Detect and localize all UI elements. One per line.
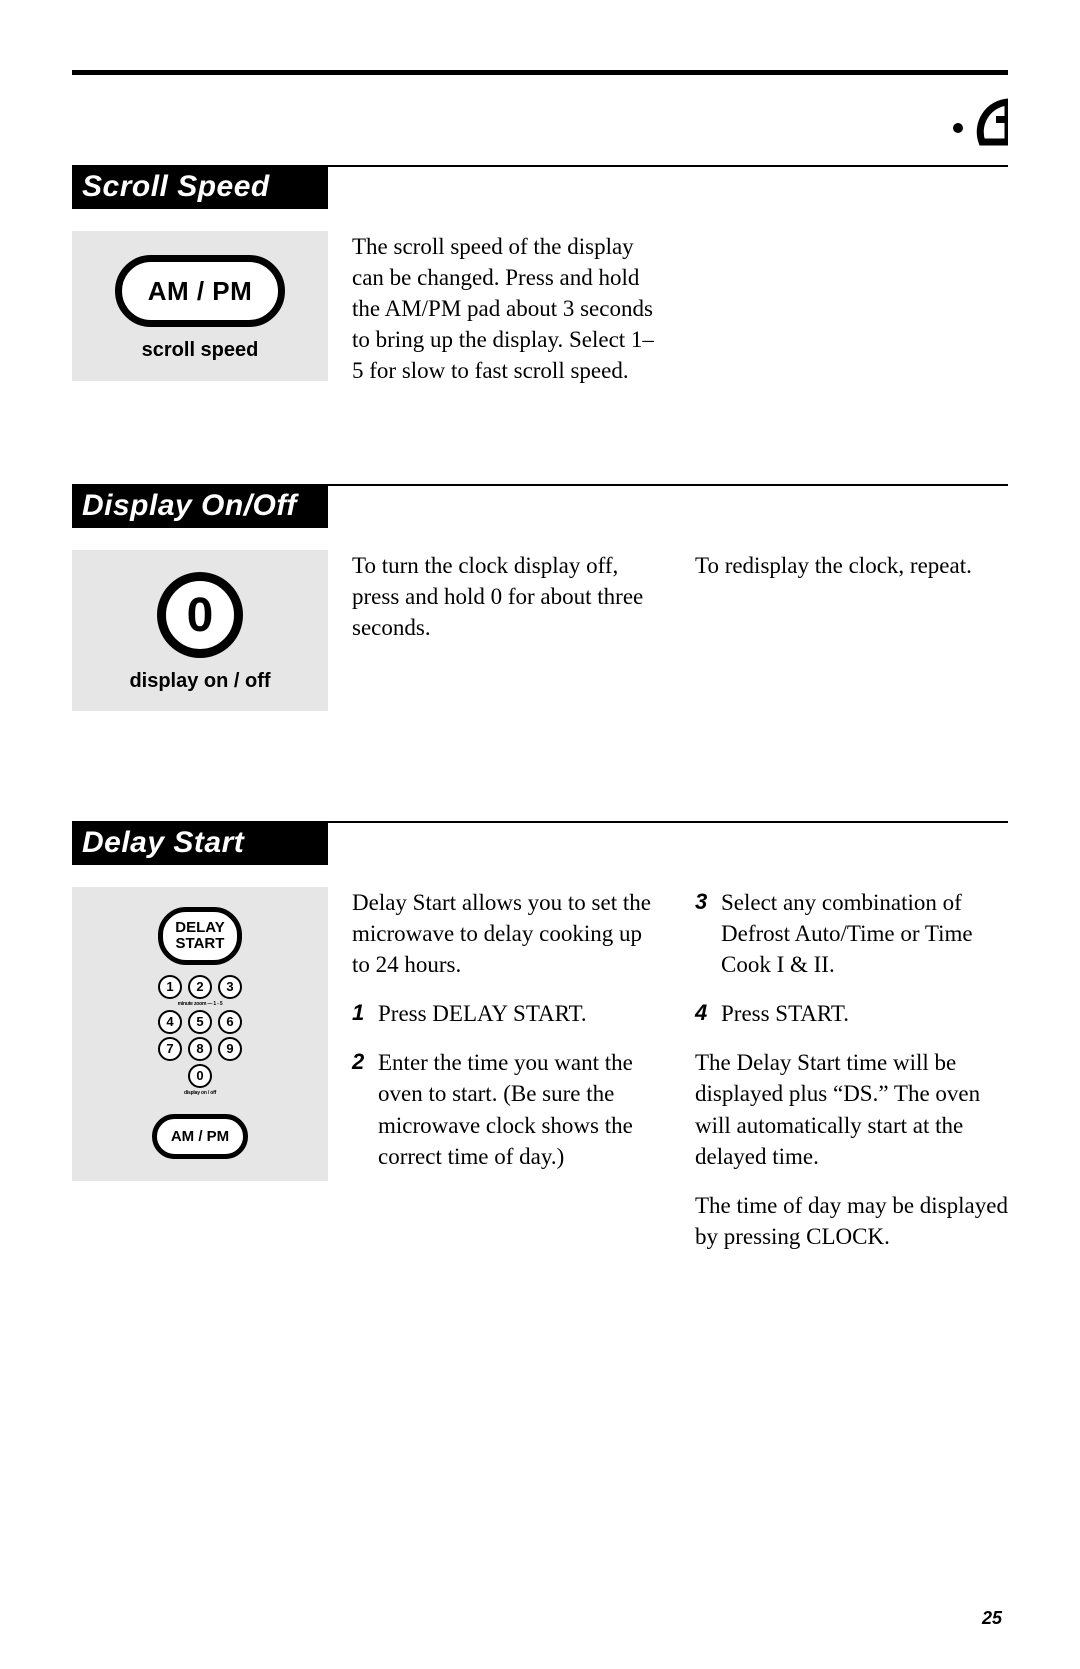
- section-rule: [328, 165, 1008, 209]
- body-text: To redisplay the clock, repeat.: [695, 550, 1008, 581]
- delay-label-2: START: [176, 935, 225, 952]
- key-8: 8: [188, 1037, 212, 1061]
- text-columns: The scroll speed of the display can be c…: [352, 231, 1008, 404]
- section-body: 0 display on / off To turn the clock dis…: [72, 550, 1008, 711]
- key-7: 7: [158, 1037, 182, 1061]
- key-1: 1: [158, 975, 182, 999]
- key-0: 0: [188, 1064, 212, 1088]
- section-scroll-speed: Scroll Speed AM / PM scroll speed The sc…: [72, 165, 1008, 404]
- section-head: Display On/Off: [72, 484, 1008, 528]
- step-number: 3: [695, 887, 713, 980]
- text-columns: Delay Start allows you to set the microw…: [352, 887, 1008, 1269]
- section-body: AM / PM scroll speed The scroll speed of…: [72, 231, 1008, 404]
- illus-caption: display on / off: [129, 670, 270, 693]
- keypad-row-4: 0: [188, 1064, 212, 1088]
- section-rule: [328, 484, 1008, 528]
- step-text: Enter the time you want the oven to star…: [378, 1047, 665, 1171]
- corner-appliance-icon: [948, 90, 1008, 150]
- step-4: 4 Press START.: [695, 998, 1008, 1029]
- section-delay-start: Delay Start DELAY START 1 2 3 minute zoo…: [72, 821, 1008, 1269]
- section-title: Scroll Speed: [72, 165, 328, 209]
- ampm-small-button: AM / PM: [152, 1114, 248, 1159]
- section-rule: [328, 821, 1008, 865]
- step-1: 1 Press DELAY START.: [352, 998, 665, 1029]
- step-number: 2: [352, 1047, 370, 1171]
- step-text: Select any combination of Defrost Auto/T…: [721, 887, 1008, 980]
- section-head: Scroll Speed: [72, 165, 1008, 209]
- key-2: 2: [188, 975, 212, 999]
- intro-text: Delay Start allows you to set the microw…: [352, 887, 665, 980]
- delay-label-1: DELAY: [175, 919, 224, 936]
- section-title: Display On/Off: [72, 484, 328, 528]
- illus-delay-start: DELAY START 1 2 3 minute zoom — 1 - 5 4 …: [72, 887, 328, 1181]
- keypad-row-2: 4 5 6: [158, 1010, 242, 1034]
- top-rule: [72, 70, 1008, 75]
- step-number: 4: [695, 998, 713, 1029]
- col-2: 3 Select any combination of Defrost Auto…: [695, 887, 1008, 1269]
- step-2: 2 Enter the time you want the oven to st…: [352, 1047, 665, 1171]
- col-2: To redisplay the clock, repeat.: [695, 550, 1008, 661]
- key-4: 4: [158, 1010, 182, 1034]
- ampm-button: AM / PM: [115, 255, 286, 327]
- step-number: 1: [352, 998, 370, 1029]
- page-content: Scroll Speed AM / PM scroll speed The sc…: [72, 70, 1008, 1270]
- tail-text-1: The Delay Start time will be displayed p…: [695, 1047, 1008, 1171]
- step-text: Press DELAY START.: [378, 998, 665, 1029]
- section-title: Delay Start: [72, 821, 328, 865]
- page-number: 25: [982, 1608, 1002, 1629]
- delay-start-button: DELAY START: [158, 907, 241, 965]
- section-body: DELAY START 1 2 3 minute zoom — 1 - 5 4 …: [72, 887, 1008, 1269]
- micro-label-1: minute zoom — 1 - 5: [178, 1001, 223, 1007]
- section-display-onoff: Display On/Off 0 display on / off To tur…: [72, 484, 1008, 711]
- zero-button: 0: [157, 572, 243, 658]
- col-1: To turn the clock display off, press and…: [352, 550, 665, 661]
- step-3: 3 Select any combination of Defrost Auto…: [695, 887, 1008, 980]
- col-2-empty: [695, 231, 1008, 404]
- keypad: 1 2 3 minute zoom — 1 - 5 4 5 6 7 8 9: [158, 975, 242, 1096]
- section-head: Delay Start: [72, 821, 1008, 865]
- col-1: Delay Start allows you to set the microw…: [352, 887, 665, 1269]
- key-9: 9: [218, 1037, 242, 1061]
- micro-label-2: display on / off: [184, 1090, 216, 1096]
- illus-scroll-speed: AM / PM scroll speed: [72, 231, 328, 381]
- illus-caption: scroll speed: [142, 339, 259, 362]
- key-3: 3: [218, 975, 242, 999]
- step-text: Press START.: [721, 998, 1008, 1029]
- body-text: The scroll speed of the display can be c…: [352, 231, 665, 386]
- key-5: 5: [188, 1010, 212, 1034]
- tail-text-2: The time of day may be displayed by pres…: [695, 1190, 1008, 1252]
- key-6: 6: [218, 1010, 242, 1034]
- illus-display-onoff: 0 display on / off: [72, 550, 328, 711]
- keypad-row-1: 1 2 3: [158, 975, 242, 999]
- body-text: To turn the clock display off, press and…: [352, 550, 665, 643]
- keypad-row-3: 7 8 9: [158, 1037, 242, 1061]
- col-1: The scroll speed of the display can be c…: [352, 231, 665, 404]
- text-columns: To turn the clock display off, press and…: [352, 550, 1008, 661]
